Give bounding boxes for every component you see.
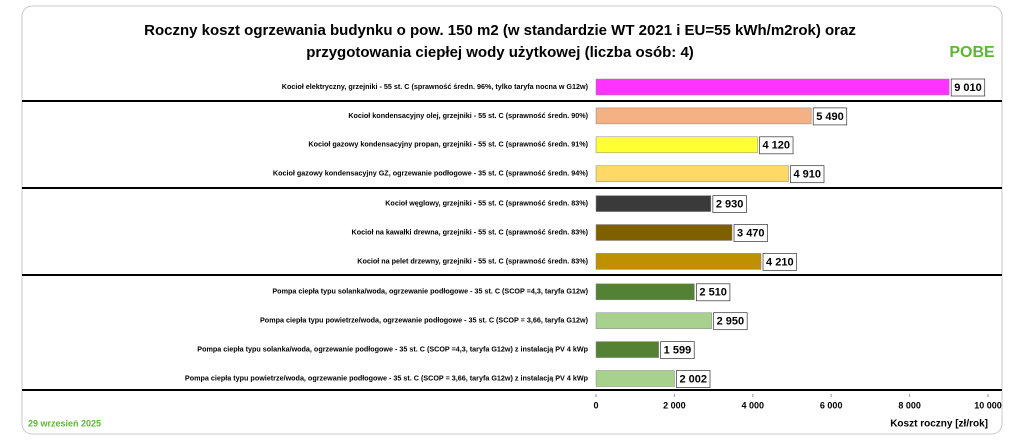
logo: POBE	[949, 44, 995, 61]
value-label-box	[733, 224, 768, 242]
y-tick-label: Pompa ciepła typu powietrze/woda, ogrzew…	[185, 373, 589, 382]
y-tick-label: Kocioł gazowy kondensacyjny GZ, ogrzewan…	[273, 169, 589, 178]
x-tick-label: 0	[593, 400, 598, 410]
value-label-box	[696, 283, 731, 302]
value-label-box	[676, 370, 711, 388]
value-label-box	[762, 253, 797, 271]
x-tick-label: 4 000	[742, 400, 765, 410]
bar	[595, 165, 789, 182]
bar	[595, 312, 712, 329]
value-label-box	[950, 78, 986, 97]
y-tick-label: Pompa ciepła typu powietrze/woda, ogrzew…	[260, 316, 589, 325]
value-label: 9 010	[954, 82, 982, 94]
y-tick-label: Kocioł gazowy kondensacyjny propan, grze…	[308, 140, 588, 149]
bar	[595, 195, 712, 212]
y-tick-label: Pompa ciepła typu solanka/woda, ogrzewan…	[272, 287, 588, 296]
bar	[595, 78, 950, 96]
y-tick-label: Kocioł węglowy, grzejniki - 55 st. C (sp…	[385, 199, 588, 208]
value-label-box	[712, 195, 747, 213]
value-label-box	[790, 165, 825, 184]
bar	[595, 224, 733, 241]
bar	[595, 107, 812, 125]
value-label: 3 470	[737, 227, 765, 239]
value-label-box	[713, 312, 748, 331]
bar	[595, 283, 695, 301]
value-label: 1 599	[664, 345, 692, 357]
bar	[595, 341, 659, 358]
value-label: 4 910	[793, 169, 821, 181]
x-tick-label: 2 000	[663, 400, 686, 410]
chart-title: przygotowania ciepłej wody użytkowej (li…	[306, 44, 694, 61]
value-label-box	[812, 107, 848, 126]
value-label-box	[660, 341, 695, 359]
y-tick-label: Pompa ciepła typu solanka/woda, ogrzewan…	[197, 345, 588, 354]
chart-title: Roczny koszt ogrzewania budynku o pow. 1…	[144, 22, 856, 39]
y-tick-label: Kocioł kondensacyjny olej, grzejniki - 5…	[348, 111, 588, 120]
value-label-box	[759, 136, 794, 155]
date: 29 wrzesień 2025	[28, 418, 101, 428]
value-label: 2 930	[716, 199, 744, 211]
separators	[22, 100, 1002, 391]
bar	[595, 370, 675, 387]
value-label: 4 210	[766, 256, 794, 268]
y-tick-label: Kocioł na pelet drzewny, grzejniki - 55 …	[357, 256, 588, 265]
frame	[21, 5, 1003, 435]
y-tick-label: Kocioł na kawałki drewna, grzejniki - 55…	[352, 227, 589, 236]
x-tick-label: 6 000	[820, 400, 843, 410]
x-tick-label: 8 000	[898, 400, 921, 410]
value-label: 2 002	[679, 373, 707, 385]
value-label: 4 120	[763, 140, 791, 152]
value-label: 2 510	[699, 287, 727, 299]
bar	[595, 136, 758, 154]
value-label: 5 490	[816, 111, 844, 123]
x-tick-label: 10 000	[974, 400, 1002, 410]
bar	[595, 253, 762, 270]
y-tick-label: Kocioł elektryczny, grzejniki - 55 st. C…	[282, 82, 589, 91]
value-label: 2 950	[717, 316, 745, 328]
x-axis-label: Koszt roczny [zł/rok]	[890, 419, 988, 430]
